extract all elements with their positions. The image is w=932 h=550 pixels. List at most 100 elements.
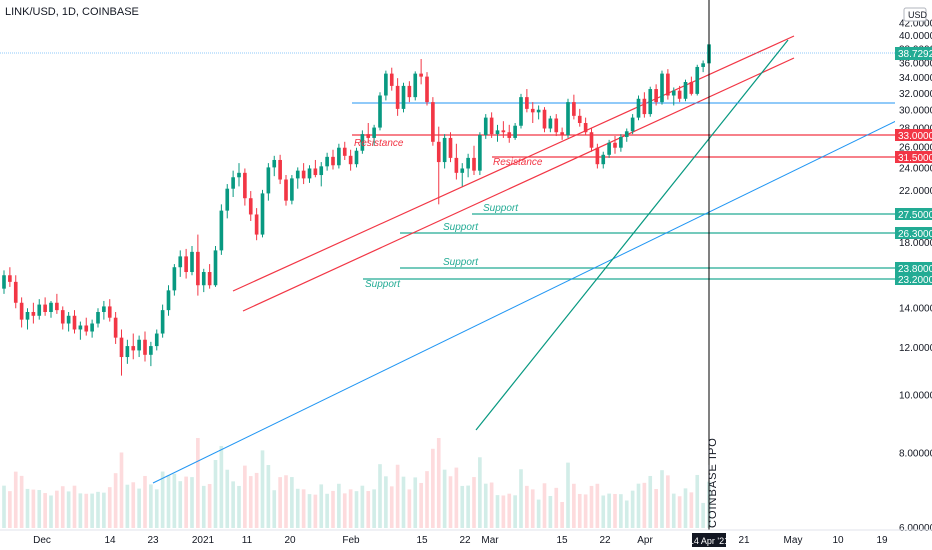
candle-body[interactable] xyxy=(348,155,353,165)
candle-body[interactable] xyxy=(689,81,694,94)
chart-annotation[interactable]: Resistance xyxy=(493,157,543,168)
candle-body[interactable] xyxy=(72,315,77,330)
candle-body[interactable] xyxy=(337,147,341,166)
candle-body[interactable] xyxy=(683,81,688,99)
candle-body[interactable] xyxy=(284,179,288,201)
candle-body[interactable] xyxy=(560,132,564,136)
candle-body[interactable] xyxy=(483,117,488,136)
candle-body[interactable] xyxy=(43,304,47,312)
candle-body[interactable] xyxy=(607,142,611,155)
candle-body[interactable] xyxy=(395,85,400,109)
chart-annotation[interactable]: Support xyxy=(365,279,401,290)
candle-body[interactable] xyxy=(613,142,617,148)
candle-body[interactable] xyxy=(671,90,676,96)
candle-body[interactable] xyxy=(2,275,6,289)
candle-body[interactable] xyxy=(231,177,235,189)
candle-body[interactable] xyxy=(248,198,253,215)
candle-body[interactable] xyxy=(360,134,365,151)
candle-body[interactable] xyxy=(319,166,324,176)
candle-body[interactable] xyxy=(577,115,582,124)
candle-body[interactable] xyxy=(66,315,71,324)
candle-body[interactable] xyxy=(642,98,647,115)
candle-body[interactable] xyxy=(96,311,100,324)
candle-body[interactable] xyxy=(548,118,553,129)
candle-body[interactable] xyxy=(166,290,171,311)
candle-body[interactable] xyxy=(55,302,59,311)
candle-body[interactable] xyxy=(489,117,494,135)
candle-body[interactable] xyxy=(313,168,318,176)
candle-body[interactable] xyxy=(325,156,329,167)
candle-body[interactable] xyxy=(513,125,517,138)
chart-annotation[interactable]: Support xyxy=(483,203,519,214)
candle-body[interactable] xyxy=(401,85,406,109)
candle-body[interactable] xyxy=(13,281,18,303)
candle-body[interactable] xyxy=(419,73,423,77)
candle-body[interactable] xyxy=(8,275,12,282)
candle-body[interactable] xyxy=(78,325,83,330)
candle-body[interactable] xyxy=(366,134,371,138)
candle-body[interactable] xyxy=(660,73,664,103)
candle-body[interactable] xyxy=(677,90,682,99)
candle-body[interactable] xyxy=(201,272,206,286)
candle-body[interactable] xyxy=(342,147,347,156)
candle-body[interactable] xyxy=(589,132,594,148)
candle-body[interactable] xyxy=(225,188,230,211)
candle-body[interactable] xyxy=(184,256,188,273)
candle-body[interactable] xyxy=(213,250,218,286)
blue-trendline[interactable] xyxy=(152,120,897,484)
candle-body[interactable] xyxy=(331,156,335,166)
candle-body[interactable] xyxy=(143,339,147,355)
candle-body[interactable] xyxy=(113,317,118,338)
candle-body[interactable] xyxy=(454,157,459,173)
candle-body[interactable] xyxy=(60,310,65,324)
candle-body[interactable] xyxy=(254,214,259,235)
candle-body[interactable] xyxy=(495,130,500,135)
candle-body[interactable] xyxy=(542,109,547,129)
candle-body[interactable] xyxy=(301,170,306,179)
candle-body[interactable] xyxy=(295,170,300,179)
candle-body[interactable] xyxy=(178,256,183,268)
chart-annotation[interactable]: Support xyxy=(443,257,479,268)
candle-body[interactable] xyxy=(701,63,705,67)
candle-body[interactable] xyxy=(425,76,429,103)
candle-body[interactable] xyxy=(190,251,194,273)
candle-body[interactable] xyxy=(436,141,441,163)
candle-body[interactable] xyxy=(431,102,435,142)
candle-body[interactable] xyxy=(572,102,576,116)
candle-body[interactable] xyxy=(601,154,606,165)
candle-body[interactable] xyxy=(125,346,130,358)
candle-body[interactable] xyxy=(243,172,247,199)
candle-body[interactable] xyxy=(530,108,535,113)
candle-body[interactable] xyxy=(654,89,658,103)
candle-body[interactable] xyxy=(49,302,53,312)
candle-body[interactable] xyxy=(619,136,623,148)
candle-body[interactable] xyxy=(378,95,382,128)
candle-body[interactable] xyxy=(149,346,153,355)
candle-body[interactable] xyxy=(630,117,635,132)
candle-body[interactable] xyxy=(207,272,212,286)
candle-body[interactable] xyxy=(648,89,653,115)
candle-body[interactable] xyxy=(278,159,282,180)
candle-body[interactable] xyxy=(260,193,265,235)
candle-body[interactable] xyxy=(525,97,529,109)
candle-body[interactable] xyxy=(307,168,312,179)
candle-body[interactable] xyxy=(107,306,112,318)
candle-body[interactable] xyxy=(448,137,453,158)
candle-body[interactable] xyxy=(84,325,89,332)
red-channel-lower[interactable] xyxy=(242,57,795,312)
candle-body[interactable] xyxy=(31,311,36,316)
candle-body[interactable] xyxy=(25,311,30,320)
candle-body[interactable] xyxy=(695,66,700,94)
candle-body[interactable] xyxy=(372,127,376,138)
chart-annotation[interactable]: Support xyxy=(443,222,479,233)
candle-body[interactable] xyxy=(507,132,512,138)
candle-body[interactable] xyxy=(384,73,388,96)
candle-body[interactable] xyxy=(102,306,106,312)
green-trendline[interactable] xyxy=(475,39,789,431)
candle-body[interactable] xyxy=(501,130,506,133)
candle-body[interactable] xyxy=(389,73,394,86)
candle-body[interactable] xyxy=(196,251,200,286)
candle-body[interactable] xyxy=(137,339,141,351)
candle-body[interactable] xyxy=(595,147,600,165)
